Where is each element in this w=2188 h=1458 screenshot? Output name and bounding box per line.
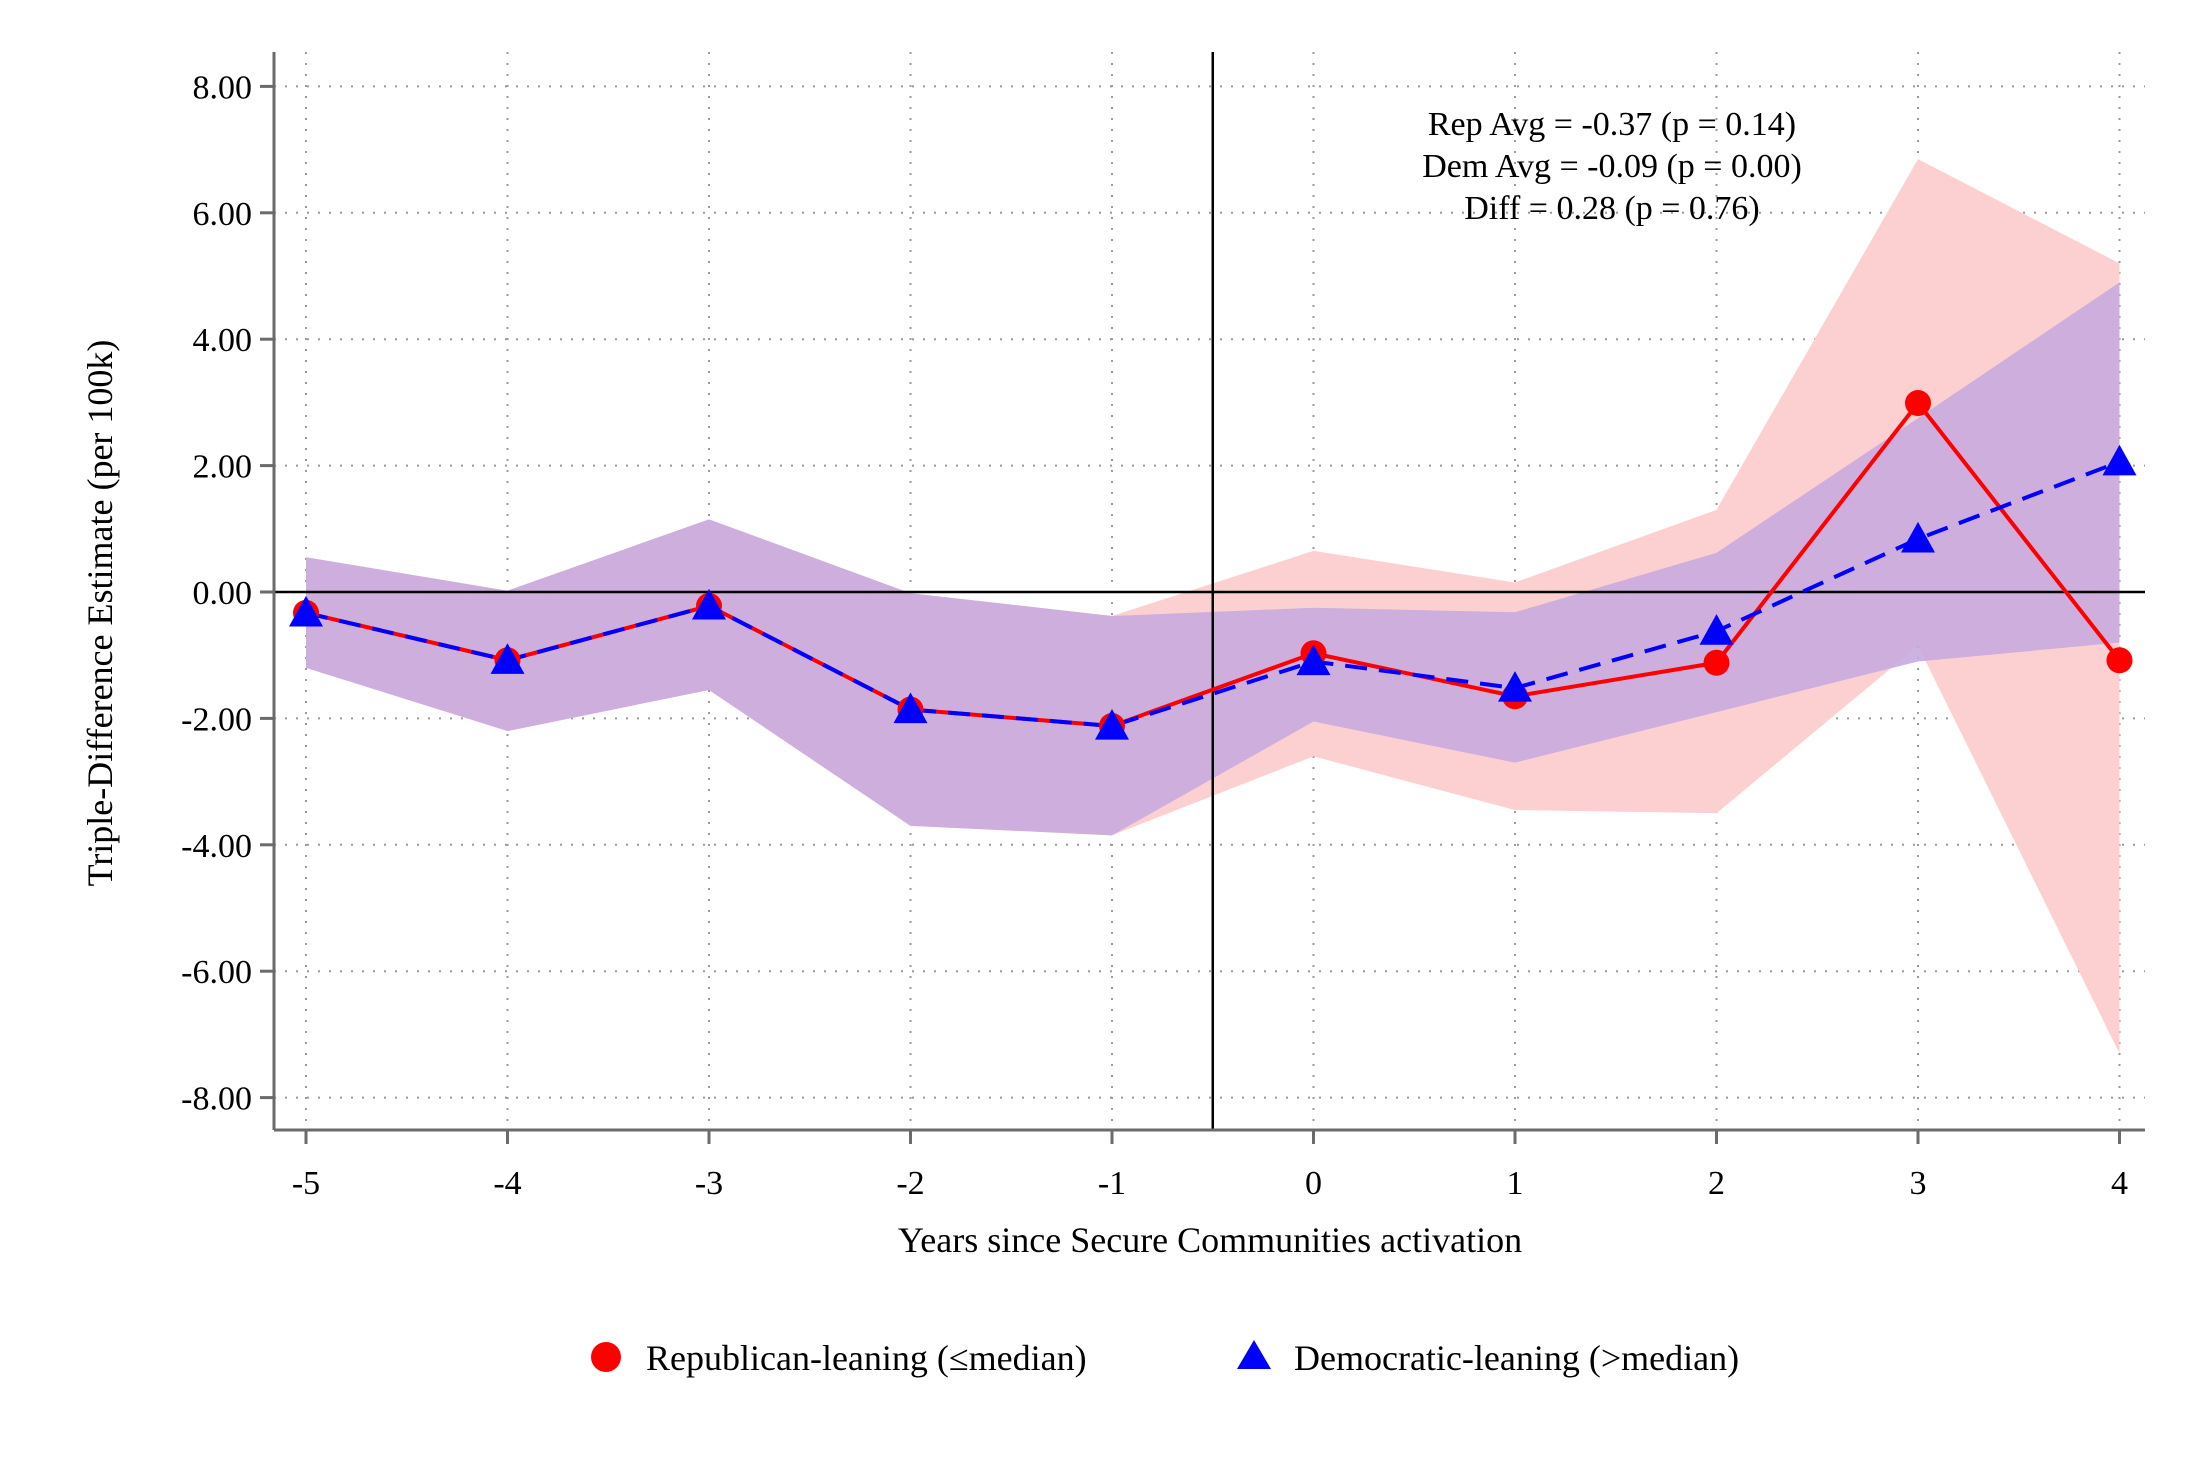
annotation-rep-avg: Rep Avg = -0.37 (p = 0.14) [1428, 106, 1796, 143]
x-tick-label: -3 [695, 1165, 723, 1202]
x-tick-label: -5 [292, 1165, 320, 1202]
marker-republican [1905, 390, 1931, 417]
reference-lines [274, 52, 2145, 1130]
y-tick-label: -6.00 [181, 954, 252, 991]
series-line-democratic [305, 459, 2121, 729]
tick-labels: 8.00 6.00 4.00 2.00 0.00 -2.00 -4.00 -6.00 -8.00… [181, 69, 2128, 1202]
marker-democratic [1296, 644, 1331, 676]
x-tick-label: -4 [493, 1165, 521, 1202]
x-tick-label: 1 [1507, 1165, 1524, 1202]
y-tick-label: 8.00 [193, 69, 253, 106]
y-tick-label: 4.00 [193, 322, 253, 359]
marker-democratic [1901, 521, 1935, 553]
legend: Republican-leaning (≤median) Democratic-… [591, 1338, 1739, 1378]
y-tick-label: -2.00 [181, 701, 252, 738]
x-tick-label: 3 [1910, 1165, 1927, 1202]
legend-marker-democratic [1237, 1340, 1271, 1369]
legend-marker-republican [591, 1342, 621, 1372]
marker-democratic [289, 595, 323, 627]
marker-democratic [1095, 708, 1129, 740]
y-tick-label: 6.00 [193, 196, 253, 233]
y-tick-label: 0.00 [193, 575, 253, 612]
annotation-box: Rep Avg = -0.37 (p = 0.14) Dem Avg = -0.… [1422, 106, 1802, 227]
x-axis-title: Years since Secure Communities activatio… [898, 1220, 1522, 1260]
x-tick-label: -2 [896, 1165, 924, 1202]
marker-republican [2106, 647, 2133, 674]
x-tick-label: -1 [1098, 1165, 1126, 1202]
marker-democratic [2102, 444, 2137, 476]
marker-democratic [893, 692, 928, 724]
series-lines [305, 399, 2122, 729]
marker-democratic [1699, 614, 1734, 645]
ci-band-democratic [306, 282, 2120, 836]
series-markers [289, 390, 2137, 740]
marker-democratic [692, 588, 726, 620]
axes [260, 52, 2145, 1144]
marker-democratic [490, 643, 525, 674]
legend-label-republican: Republican-leaning (≤median) [646, 1338, 1087, 1378]
marker-republican [1703, 649, 1730, 676]
x-tick-label: 0 [1305, 1165, 1322, 1202]
x-tick-label: 2 [1708, 1165, 1725, 1202]
legend-label-democratic: Democratic-leaning (>median) [1294, 1338, 1739, 1378]
y-axis-title: Triple-Difference Estimate (per 100k) [80, 340, 120, 887]
marker-democratic [1498, 671, 1532, 702]
annotation-dem-avg: Dem Avg = -0.09 (p = 0.00) [1422, 148, 1802, 185]
y-tick-label: 2.00 [193, 449, 253, 486]
x-tick-label: 4 [2111, 1165, 2128, 1202]
y-tick-label: -4.00 [181, 828, 252, 865]
annotation-diff: Diff = 0.28 (p = 0.76) [1464, 190, 1760, 227]
y-tick-label: -8.00 [181, 1081, 252, 1118]
